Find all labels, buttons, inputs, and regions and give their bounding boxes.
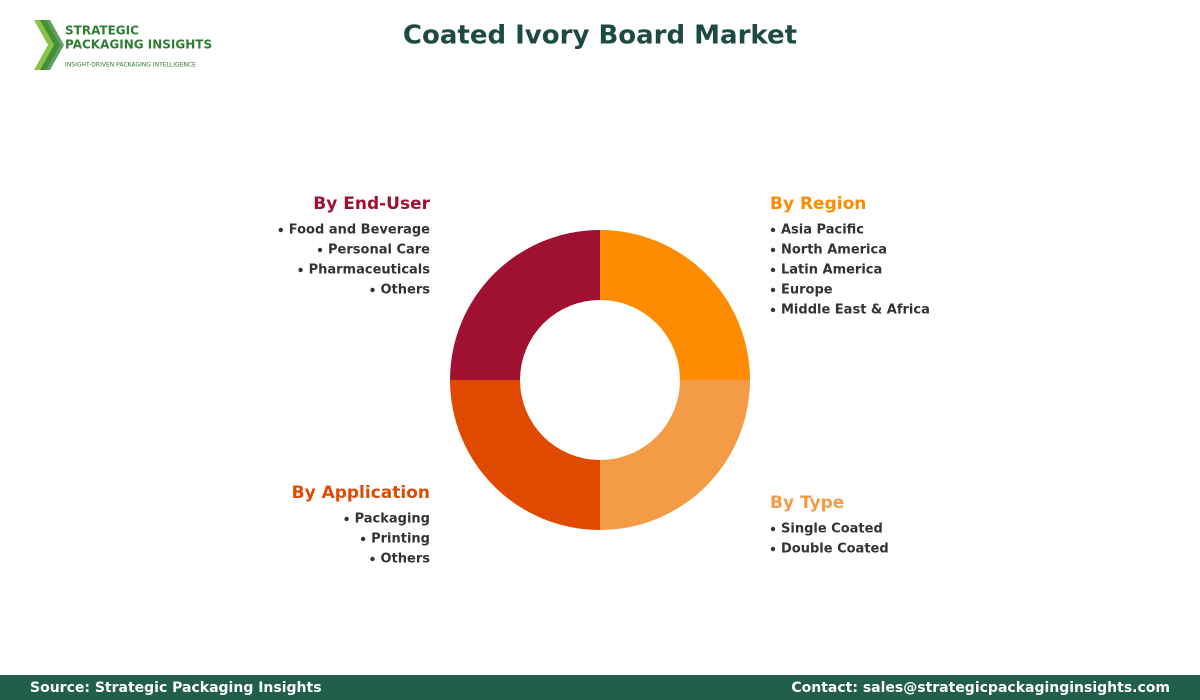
segment-title: By Application [292,483,430,503]
segment-item: Asia Pacific [781,223,864,238]
segment-item: Double Coated [781,542,889,557]
segment-item: Middle East & Africa [781,303,930,318]
segment-item: Personal Care [328,243,430,258]
donut-segment [450,230,600,380]
segment-title: By End-User [313,194,430,214]
segment-item: Others [381,283,431,298]
title: Coated Ivory Board Market [403,21,797,51]
bullet [770,526,776,532]
bullet [317,247,323,253]
bullet [770,287,776,293]
segment-item: Food and Beverage [289,223,430,238]
footer-bar [0,675,1200,700]
logo-text: PACKAGING INSIGHTS [65,38,212,52]
segment-item: Europe [781,283,833,298]
logo: STRATEGIC PACKAGING INSIGHTS INSIGHT-DRI… [34,20,212,70]
bullet [770,307,776,313]
donut-segment [450,380,600,530]
bullet [770,247,776,253]
bullet [770,227,776,233]
segment-item: Packaging [355,512,430,527]
segment-title: By Type [770,493,844,513]
bullet [278,227,283,233]
bullet [360,536,366,542]
segment-item: Latin America [781,263,882,278]
logo-tagline: INSIGHT-DRIVEN PACKAGING INTELLIGENCE [65,62,196,69]
segment-item: Others [381,552,431,567]
donut-segment [600,230,750,380]
footer-source: Source: Strategic Packaging Insights [30,680,322,696]
bullet [298,267,303,273]
bullet [344,516,349,522]
segment-title: By Region [770,194,866,214]
segment-item: Single Coated [781,522,883,537]
bullet [370,287,375,293]
logo-chevron [40,20,64,70]
donut-segment [600,380,750,530]
segment-item: North America [781,243,887,258]
bullet [770,267,776,273]
footer-contact: Contact: sales@strategicpackaginginsight… [791,680,1170,696]
segment-item: Pharmaceuticals [309,263,431,278]
bullet [370,556,375,562]
logo-text: STRATEGIC [65,24,139,38]
bullet [770,546,776,552]
segment-item: Printing [371,532,430,547]
